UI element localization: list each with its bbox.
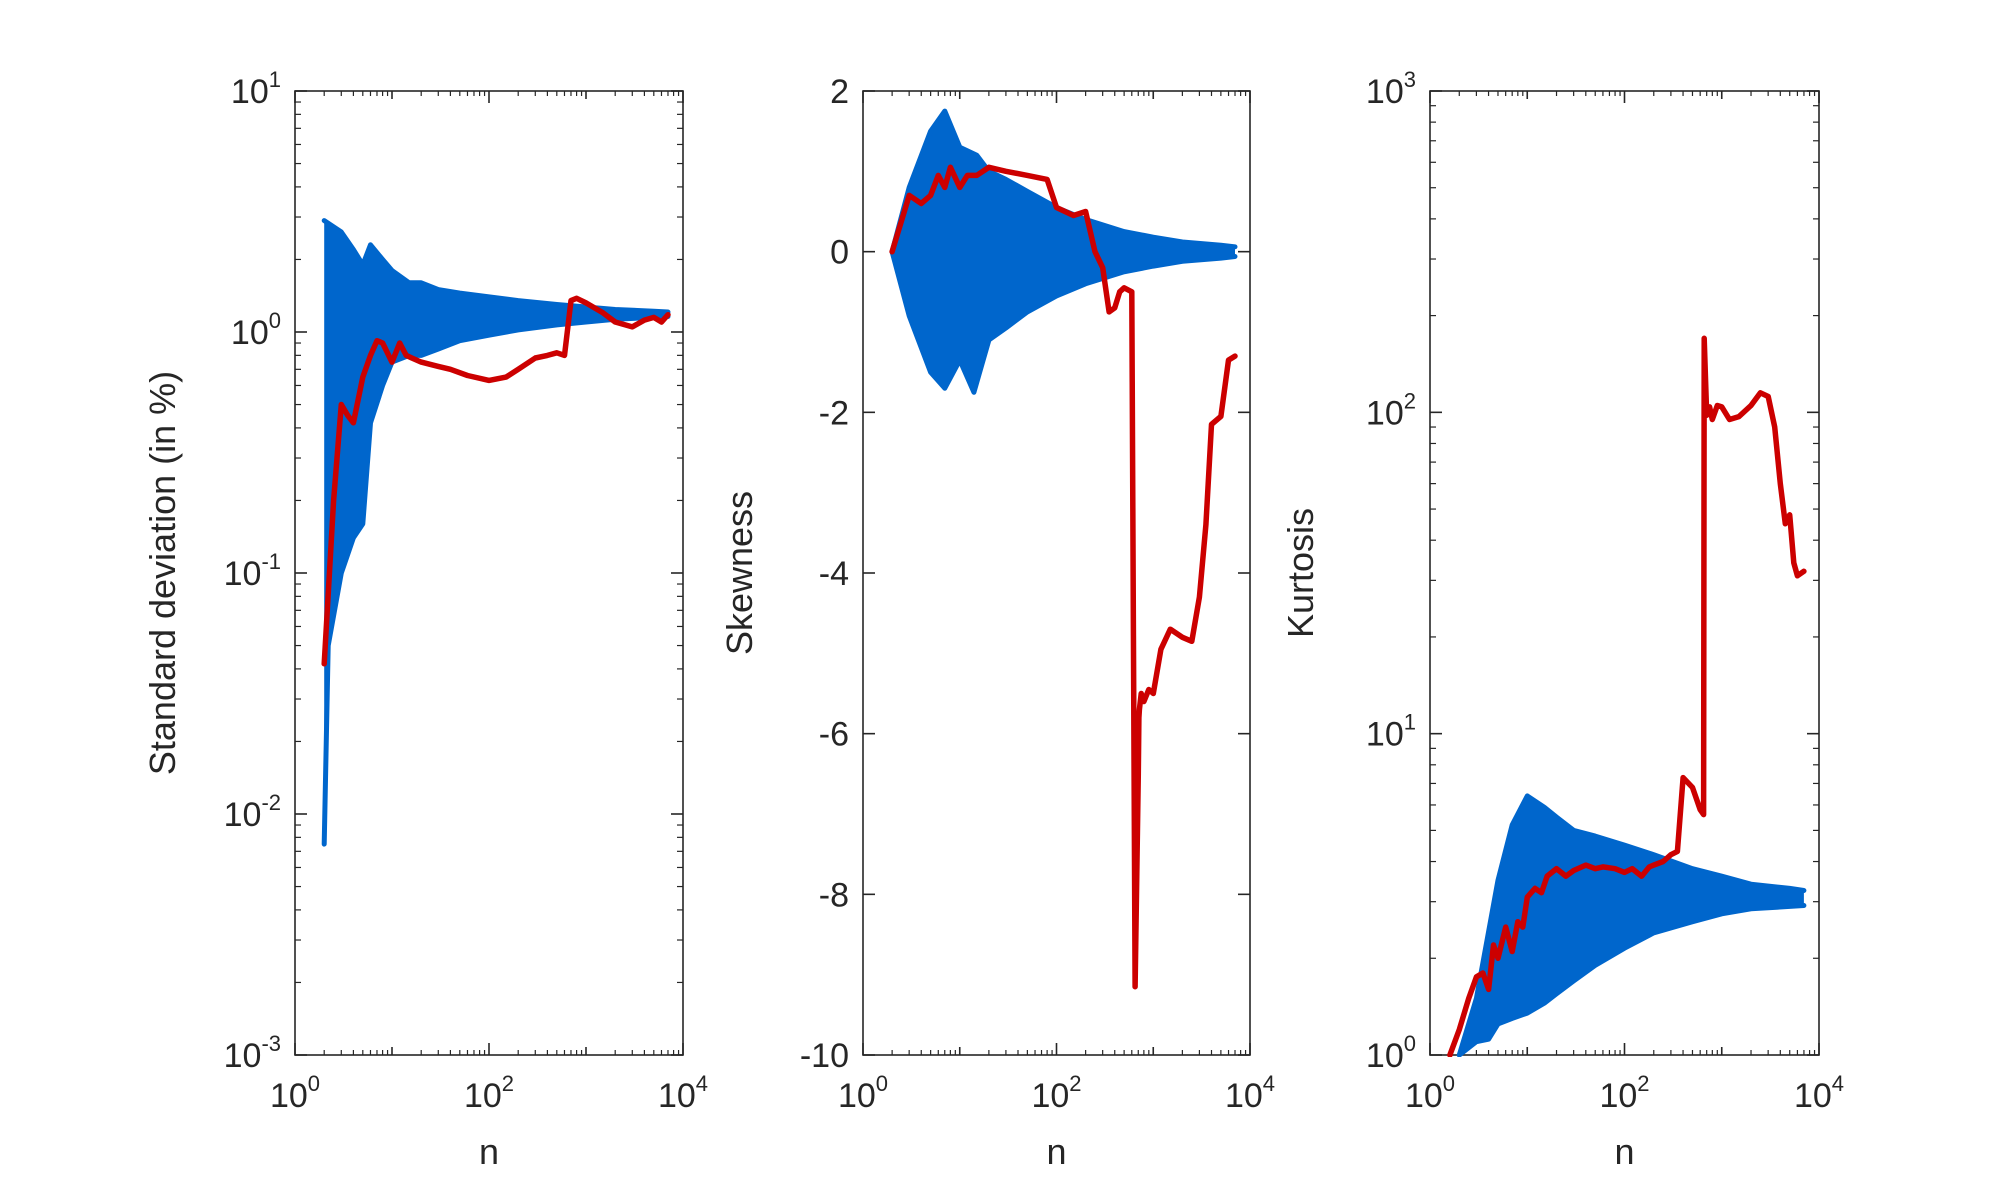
y-axis-label: Kurtosis <box>1280 508 1321 638</box>
x-tick-label: 102 <box>1599 1071 1649 1115</box>
y-tick-label: 101 <box>1366 710 1416 754</box>
plot-frame <box>294 90 684 1056</box>
y-axis-label: Skewness <box>719 491 760 655</box>
y-axis-label: Standard deviation (in %) <box>142 371 183 775</box>
simulated-band <box>892 111 1235 393</box>
plot-area <box>1447 335 1807 1057</box>
y-tick-label: 0 <box>830 234 849 272</box>
y-tick-label: 2 <box>830 73 849 111</box>
chart-panel-2: 100 102 104 2 0 -2 -4 -6 -8 -10 n Skewness <box>719 73 1275 1172</box>
simulated-series-line <box>321 314 671 847</box>
x-tick-label: 104 <box>1794 1071 1844 1115</box>
actual-series-line <box>889 164 1238 990</box>
y-tick-label: -8 <box>819 876 849 914</box>
plot-area <box>889 108 1238 990</box>
x-tick-label: 104 <box>1225 1071 1275 1115</box>
chart-panel-3: 100 102 104 100 101 102 103 n Kurtosis <box>1280 67 1844 1172</box>
x-tick-label: 102 <box>464 1071 514 1115</box>
chart-panel-1: 100 102 104 10-3 10-2 10-1 100 101 n Standard dev… <box>142 67 708 1172</box>
y-tick-label: -2 <box>819 394 849 432</box>
x-tick-label: 100 <box>1405 1071 1455 1115</box>
actual-series-line <box>1447 335 1807 1057</box>
simulated-series-line <box>1456 903 1807 1057</box>
x-tick-label: 100 <box>838 1071 888 1115</box>
simulated-series-line <box>1456 793 1807 1057</box>
simulated-band <box>1459 795 1804 1055</box>
actual-series-line <box>321 295 671 667</box>
x-axis-label: n <box>479 1131 499 1172</box>
y-tick-label: -10 <box>800 1037 849 1075</box>
plot-area <box>321 218 671 847</box>
x-tick-label: 102 <box>1031 1071 1081 1115</box>
y-tick-label: -6 <box>819 716 849 754</box>
simulated-series-line <box>889 249 1238 395</box>
x-tick-label: 100 <box>270 1071 320 1115</box>
y-tick-label: 10-3 <box>224 1031 281 1075</box>
simulated-series-line <box>889 108 1238 255</box>
y-tick-label: 10-1 <box>224 549 281 593</box>
x-axis-label: n <box>1614 1131 1634 1172</box>
y-tick-label: 103 <box>1366 67 1416 111</box>
y-tick-label: 101 <box>231 67 281 111</box>
simulated-band <box>324 220 668 845</box>
y-tick-label: 100 <box>1366 1031 1416 1075</box>
y-tick-label: -4 <box>819 555 849 593</box>
x-tick-label: 104 <box>658 1071 708 1115</box>
y-tick-label: 10-2 <box>224 790 281 834</box>
y-tick-label: 100 <box>231 308 281 352</box>
x-axis-label: n <box>1046 1131 1066 1172</box>
y-tick-label: 102 <box>1366 388 1416 432</box>
